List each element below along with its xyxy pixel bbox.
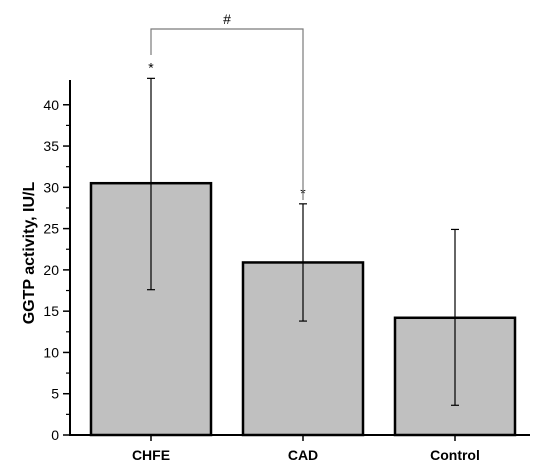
bracket-label: # xyxy=(223,11,231,27)
error-bar-control xyxy=(451,228,459,406)
y-tick-label-35: 35 xyxy=(43,138,59,154)
y-ticks-layer: 0 5 10 15 20 25 30 35 40 xyxy=(43,97,70,443)
y-axis-title: GGTP activity, IU/L xyxy=(21,182,38,325)
x-category-labels: CHFE CAD Control xyxy=(132,435,480,463)
y-tick-label-5: 5 xyxy=(51,386,59,402)
y-tick-label-15: 15 xyxy=(43,303,59,319)
error-bar-cad xyxy=(299,203,307,322)
axes-layer xyxy=(69,80,530,436)
significance-star-chfe: * xyxy=(148,59,154,75)
y-tick-label-40: 40 xyxy=(43,97,59,113)
x-category-label-chfe: CHFE xyxy=(132,447,170,463)
y-tick-label-25: 25 xyxy=(43,221,59,237)
y-tick-label-30: 30 xyxy=(43,179,59,195)
y-tick-label-0: 0 xyxy=(51,427,59,443)
error-bars-layer xyxy=(147,77,459,406)
significance-annotations: **# xyxy=(148,11,306,201)
y-tick-label-20: 20 xyxy=(43,262,59,278)
x-category-label-control: Control xyxy=(430,447,480,463)
x-category-label-cad: CAD xyxy=(288,447,318,463)
error-bar-chfe xyxy=(147,77,155,291)
comparison-bracket xyxy=(150,28,304,200)
y-tick-label-10: 10 xyxy=(43,344,59,360)
